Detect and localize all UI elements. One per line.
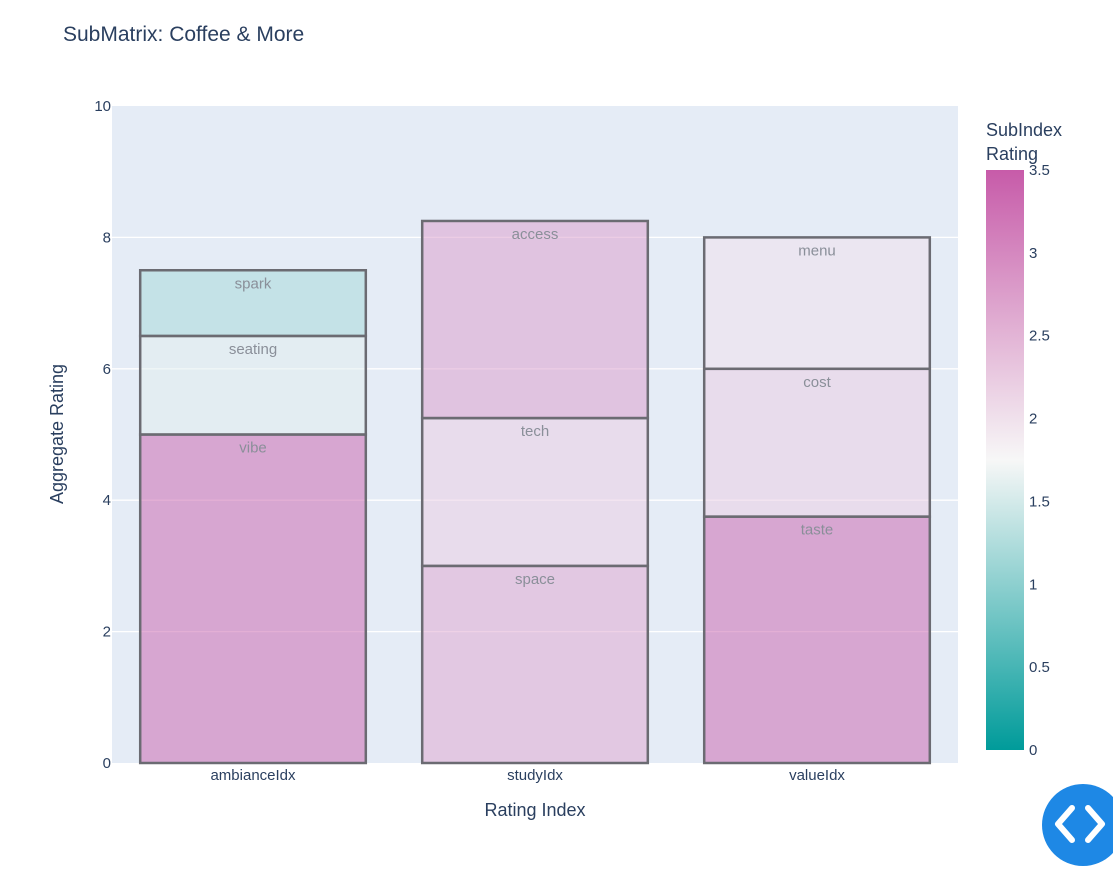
- bar-segment-label: tech: [521, 423, 549, 440]
- colorbar-title-line-1: SubIndex: [986, 120, 1062, 140]
- bar-segment-label: spark: [235, 275, 272, 292]
- y-axis-title: Aggregate Rating: [47, 364, 67, 504]
- bar-segment-label: seating: [229, 341, 277, 358]
- colorbar-title-line-2: Rating: [986, 144, 1038, 164]
- colorbar-tick-label: 2: [1029, 411, 1037, 428]
- bar-segment-space[interactable]: [420, 564, 650, 765]
- y-tick-label: 10: [94, 98, 111, 115]
- colorbar-ticks: 0 0.5 1 1.5 2 2.5 3 3.5: [1029, 162, 1050, 759]
- colorbar-tick-label: 2.5: [1029, 328, 1050, 345]
- colorbar-tick-label: 0: [1029, 742, 1037, 759]
- colorbar-tick-label: 1: [1029, 576, 1037, 593]
- bar-segment-taste[interactable]: [702, 515, 932, 765]
- colorbar-tick-label: 3: [1029, 245, 1037, 262]
- bar-segment-menu[interactable]: [702, 236, 932, 371]
- bar-segment-seating[interactable]: [138, 334, 368, 436]
- bar-segment-vibe[interactable]: [138, 433, 368, 765]
- y-tick-label: 8: [103, 229, 111, 246]
- y-tick-label: 2: [103, 624, 111, 641]
- bar-segment-label: vibe: [239, 440, 267, 457]
- chart-title: SubMatrix: Coffee & More: [63, 23, 304, 46]
- x-axis-title: Rating Index: [484, 800, 585, 820]
- y-axis-ticks: 0 2 4 6 8 10: [94, 98, 111, 772]
- colorbar-gradient: [986, 170, 1024, 750]
- bar-segment-spark[interactable]: [138, 269, 368, 338]
- bar-segment-label: menu: [798, 242, 836, 259]
- bar-segment-label: space: [515, 571, 555, 588]
- bars: vibe seating spark space tech access taste cost…: [138, 219, 932, 765]
- bar-segment-label: taste: [801, 522, 834, 539]
- x-tick-label: ambianceIdx: [210, 767, 296, 784]
- bar-segment-cost[interactable]: [702, 367, 932, 518]
- x-axis-ticks: ambianceIdx studyIdx valueIdx: [210, 767, 845, 784]
- bar-segment-label: access: [512, 226, 559, 243]
- y-tick-label: 4: [103, 492, 111, 509]
- y-tick-label: 0: [103, 755, 111, 772]
- colorbar-tick-label: 0.5: [1029, 659, 1050, 676]
- y-tick-label: 6: [103, 361, 111, 378]
- code-toggle-button[interactable]: [1042, 784, 1113, 866]
- colorbar-tick-label: 1.5: [1029, 493, 1050, 510]
- x-tick-label: valueIdx: [789, 767, 845, 784]
- x-tick-label: studyIdx: [507, 767, 563, 784]
- bar-segment-access[interactable]: [420, 219, 650, 420]
- bar-segment-tech[interactable]: [420, 416, 650, 568]
- colorbar-tick-label: 3.5: [1029, 162, 1050, 179]
- code-brackets-icon: [1055, 805, 1105, 843]
- bar-segment-label: cost: [803, 374, 831, 391]
